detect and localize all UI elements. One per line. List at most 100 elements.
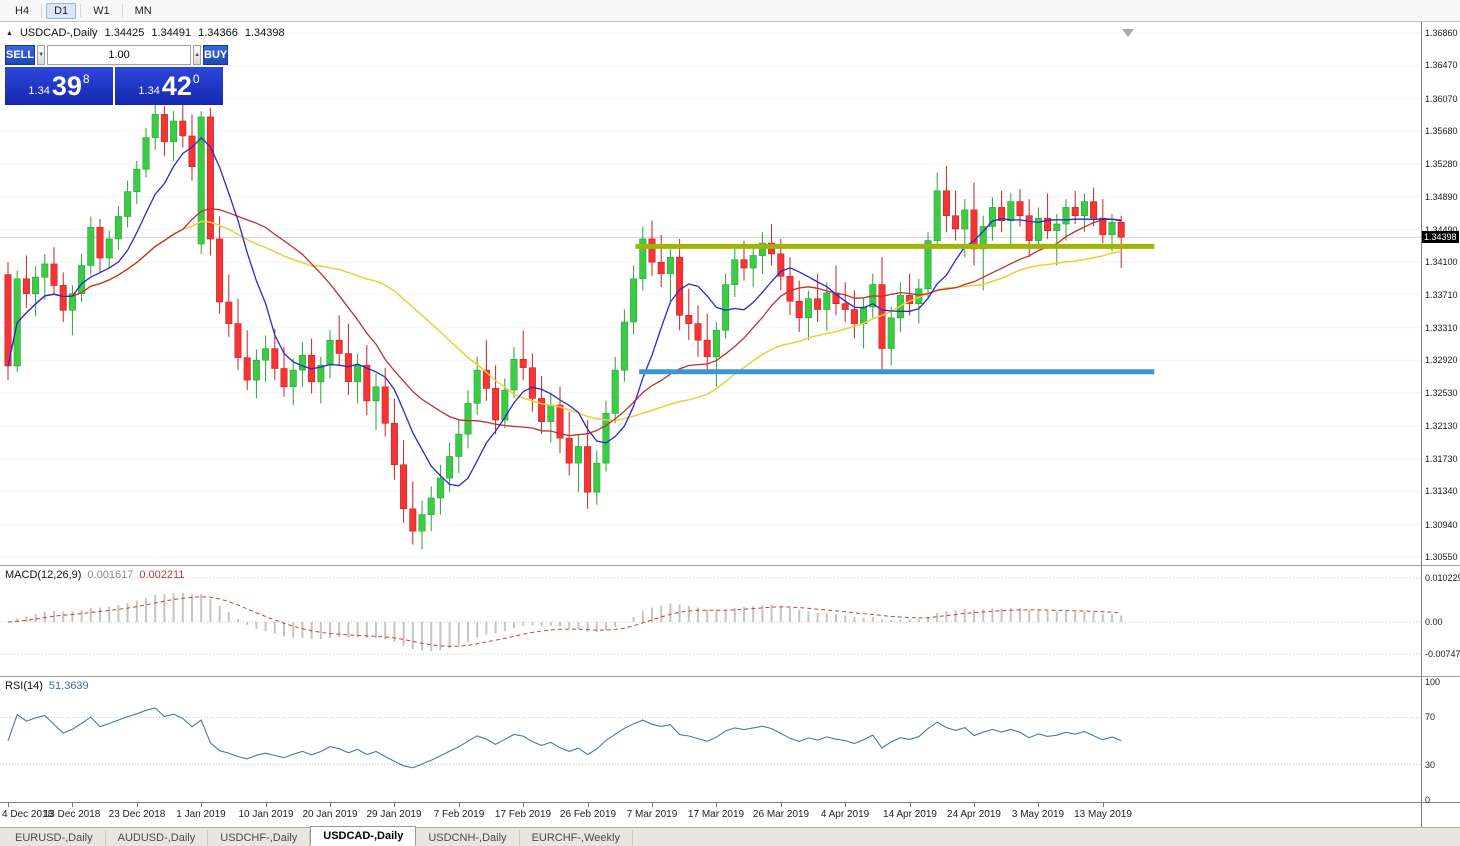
- scroll-to-end-marker-icon[interactable]: [1122, 29, 1134, 37]
- volume-increase-button[interactable]: ▲: [193, 45, 202, 65]
- rsi-tick-label: 0: [1425, 795, 1431, 805]
- volume-input[interactable]: [47, 45, 192, 65]
- macd-histogram: [16, 592, 1123, 652]
- date-axis[interactable]: 4 Dec 2018 13 Dec 2018 23 Dec 2018 1 Jan 20…: [0, 803, 1421, 827]
- sell-button[interactable]: SELL: [5, 45, 36, 65]
- price-tick-label: 1.30550: [1425, 552, 1458, 562]
- price-tick-label: 1.32920: [1425, 355, 1458, 365]
- date-label: 23 Dec 2018: [108, 809, 166, 820]
- ohlc-close: 1.34398: [244, 27, 285, 39]
- panel-divider[interactable]: [0, 676, 1460, 677]
- rsi-name: RSI(14): [5, 680, 43, 692]
- macd-name: MACD(12,26,9): [5, 569, 82, 581]
- date-tick-mark: [1103, 803, 1104, 807]
- price-tick-label: 1.33310: [1425, 323, 1458, 333]
- candles-layer: [4, 102, 1125, 550]
- timeframe-button-d1[interactable]: D1: [46, 2, 77, 19]
- price-tick-label: 1.35680: [1425, 126, 1458, 136]
- date-tick-mark: [459, 803, 460, 807]
- price-tick-label: 1.30940: [1425, 520, 1458, 530]
- date-tick-mark: [266, 803, 267, 807]
- chart-tab-eurchf[interactable]: EURCHF-,Weekly: [520, 830, 633, 846]
- date-label: 13 May 2019: [1074, 809, 1132, 820]
- ask-price-pipette: 0: [192, 72, 200, 86]
- date-tick-mark: [910, 803, 911, 807]
- date-tick-mark: [72, 803, 73, 807]
- price-tick-label: 1.33710: [1425, 290, 1458, 300]
- price-axis-border: [1421, 22, 1422, 827]
- chart-expander-icon[interactable]: ▲: [6, 29, 13, 37]
- price-tick-label: 1.34490: [1425, 225, 1458, 235]
- rsi-indicator-panel: RSI(14) 51.3639: [0, 677, 1421, 802]
- timeframe-toolbar: H4 D1 W1 MN: [0, 0, 1460, 22]
- date-label: 26 Mar 2019: [752, 809, 810, 820]
- macd-tick-label: -0.007477: [1425, 649, 1460, 659]
- price-chart-panel: ▲ USDCAD-,Daily 1.34425 1.34491 1.34366 …: [0, 22, 1421, 565]
- rsi-tick-label: 100: [1425, 677, 1441, 687]
- price-tick-label: 1.31730: [1425, 454, 1458, 464]
- timeframe-button-mn[interactable]: MN: [134, 4, 152, 17]
- ask-price-big-digits: 42: [161, 70, 192, 101]
- bid-price-box[interactable]: 1.34 39 8: [5, 67, 113, 105]
- date-label: 7 Feb 2019: [433, 809, 485, 820]
- ma-20-line: [7, 207, 1122, 437]
- macd-chart-canvas[interactable]: [0, 566, 1421, 676]
- date-label: 13 Dec 2018: [43, 809, 101, 820]
- date-tick-mark: [652, 803, 653, 807]
- timeframe-button-w1[interactable]: W1: [93, 4, 110, 17]
- rsi-chart-canvas[interactable]: [0, 677, 1421, 802]
- trade-prices-row: 1.34 39 8 1.34 42 0: [5, 67, 223, 105]
- date-label: 4 Apr 2019: [820, 809, 870, 820]
- rsi-axis[interactable]: 100 70 30 0: [1422, 677, 1460, 805]
- date-tick-mark: [201, 803, 202, 807]
- ask-price-box[interactable]: 1.34 42 0: [115, 67, 223, 105]
- price-tick-label: 1.34890: [1425, 192, 1458, 202]
- macd-axis[interactable]: 0.010229 0.00 -0.007477: [1422, 566, 1460, 676]
- date-label: 20 Jan 2019: [302, 809, 358, 820]
- buy-button[interactable]: BUY: [203, 45, 229, 65]
- date-tick-mark: [588, 803, 589, 807]
- date-tick-mark: [330, 803, 331, 807]
- date-tick-mark: [394, 803, 395, 807]
- one-click-trading-panel: SELL ▼ ▲ BUY 1.34 39 8 1.34 42 0: [5, 45, 229, 105]
- date-tick-mark: [137, 803, 138, 807]
- volume-decrease-button[interactable]: ▼: [37, 45, 46, 65]
- ohlc-high: 1.34491: [151, 27, 192, 39]
- chart-tab-audusd[interactable]: AUDUSD-,Daily: [106, 830, 209, 846]
- macd-value-main: 0.001617: [87, 569, 134, 581]
- toolbar-separator: [41, 4, 43, 17]
- toolbar-separator: [80, 4, 82, 17]
- toolbar-separator: [121, 4, 123, 17]
- price-tick-label: 1.36470: [1425, 60, 1458, 70]
- date-label: 1 Jan 2019: [176, 809, 226, 820]
- date-tick-mark: [781, 803, 782, 807]
- macd-tick-label: 0.010229: [1425, 573, 1460, 583]
- macd-tick-label: 0.00: [1425, 617, 1443, 627]
- chart-tab-usdchf[interactable]: USDCHF-,Daily: [208, 830, 311, 846]
- price-tick-label: 1.36860: [1425, 28, 1458, 38]
- chart-header: ▲ USDCAD-,Daily 1.34425 1.34491 1.34366 …: [6, 27, 285, 39]
- date-label: 17 Feb 2019: [494, 809, 552, 820]
- macd-signal-line: [7, 596, 1122, 647]
- timeframe-button-h4[interactable]: H4: [15, 4, 30, 17]
- chart-tab-bar: EURUSD-,Daily AUDUSD-,Daily USDCHF-,Daily U…: [0, 826, 1460, 846]
- trade-controls-row: SELL ▼ ▲ BUY: [5, 45, 229, 65]
- chart-tab-usdcnh[interactable]: USDCNH-,Daily: [416, 830, 520, 846]
- macd-indicator-panel: MACD(12,26,9) 0.001617 0.002211: [0, 566, 1421, 676]
- rsi-tick-label: 30: [1425, 760, 1436, 770]
- date-label: 4 Dec 2018: [2, 809, 54, 820]
- panel-divider[interactable]: [0, 565, 1460, 566]
- price-chart-canvas[interactable]: [0, 22, 1421, 565]
- ohlc-open: 1.34425: [104, 27, 145, 39]
- date-label: 29 Jan 2019: [366, 809, 422, 820]
- chart-tab-eurusd[interactable]: EURUSD-,Daily: [3, 830, 106, 846]
- date-label: 24 Apr 2019: [947, 809, 1001, 820]
- chart-tab-usdcad[interactable]: USDCAD-,Daily: [310, 826, 417, 846]
- chart-bottom-border: [0, 802, 1460, 803]
- date-label: 14 Apr 2019: [883, 809, 937, 820]
- ma-8-line: [7, 136, 1122, 487]
- price-tick-label: 1.31340: [1425, 486, 1458, 496]
- date-tick-mark: [1038, 803, 1039, 807]
- price-axis[interactable]: 1.36860 1.36470 1.36070 1.35680 1.35280 1.348…: [1422, 22, 1460, 565]
